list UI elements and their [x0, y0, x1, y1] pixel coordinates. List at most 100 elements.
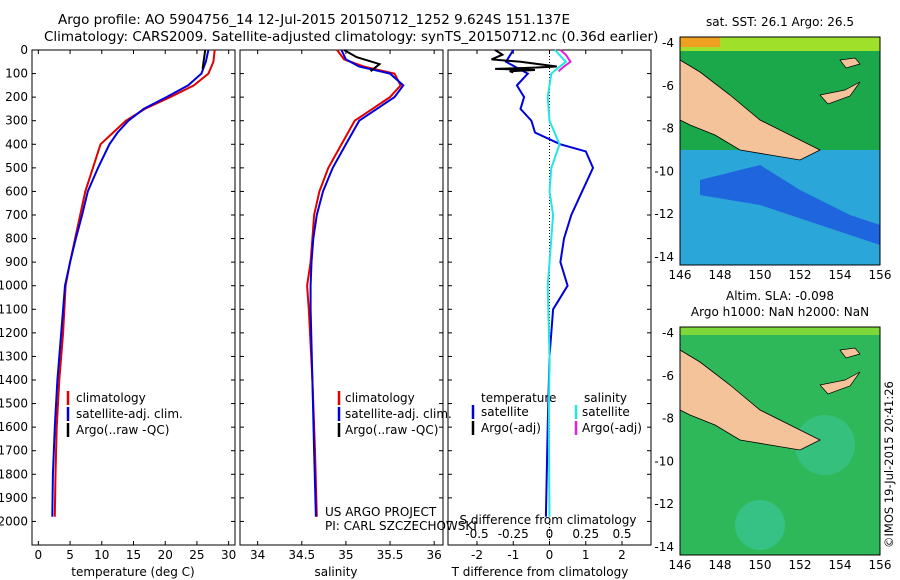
temperature-series-argo-raw-qc- [201, 49, 207, 70]
depth-tick-label: 500 [5, 161, 28, 175]
depth-tick-label: 1600 [0, 420, 28, 434]
sal-diff-tick-label: 0.25 [572, 527, 599, 541]
depth-tick-label: 1000 [0, 279, 28, 293]
difference-xtick-label: -2 [471, 548, 483, 562]
lat-tick-label: -6 [662, 369, 674, 383]
sal-legend-satellite: satellite-adj. clim. [345, 407, 452, 421]
lat-tick-label: -10 [654, 164, 674, 178]
diff-legend-temp-sat: satellite [481, 405, 529, 419]
difference-series-temperature-argo-adj- [491, 49, 557, 74]
salinity-series-climatology [306, 49, 402, 517]
sal-diff-tick-label: -0.5 [465, 527, 488, 541]
title-line-2: Climatology: CARS2009. Satellite-adjuste… [44, 29, 659, 45]
diff-legend-temp-argo: Argo(-adj) [481, 421, 541, 435]
depth-tick-label: 1500 [0, 397, 28, 411]
imos-credit: ©IMOS 19-Jul-2015 20:41:26 [882, 381, 896, 548]
difference-xtick-label: -1 [507, 548, 519, 562]
salinity-xtick-label: 35 [338, 548, 353, 562]
legend-satellite: satellite-adj. clim. [76, 407, 183, 421]
difference-xtick-label: 1 [582, 548, 590, 562]
sla-title-2: Argo h1000: NaN h2000: NaN [691, 305, 869, 319]
sal-legend-argo: Argo(..raw -QC) [345, 423, 438, 437]
salinity-xlabel: salinity [314, 565, 357, 579]
lat-tick-label: -8 [662, 412, 674, 426]
salinity-panel [239, 49, 444, 546]
lat-tick-label: -10 [654, 454, 674, 468]
sal-diff-tick-label: 0.5 [612, 527, 631, 541]
sst-title: sat. SST: 26.1 Argo: 26.5 [706, 15, 854, 29]
temperature-panel [31, 49, 236, 546]
temperature-xtick-label: 0 [35, 548, 43, 562]
legend-argo: Argo(..raw -QC) [76, 423, 169, 437]
depth-tick-label: 700 [5, 208, 28, 222]
project-line-2: PI: CARL SZCZECHOWSKI [325, 519, 477, 533]
depth-tick-label: 400 [5, 137, 28, 151]
diff-legend-temp-title: temperature [481, 391, 556, 405]
sal-legend-climatology: climatology [345, 391, 415, 405]
sla-title-1: Altim. SLA: -0.098 [726, 289, 834, 303]
temperature-legend: climatology satellite-adj. clim. Argo(..… [66, 391, 183, 437]
salinity-series-satellite-adj-clim- [309, 49, 405, 517]
difference-xlabel: T difference from climatology [451, 565, 629, 579]
temperature-xtick-label: 30 [221, 548, 236, 562]
difference-series-salinity-argo-adj- [557, 49, 572, 72]
lon-tick-label: 148 [709, 268, 732, 282]
lon-tick-label: 154 [829, 558, 852, 572]
depth-tick-label: 1200 [0, 326, 28, 340]
depth-tick-label: 1100 [0, 302, 28, 316]
depth-tick-label: 100 [5, 67, 28, 81]
depth-tick-label: 1900 [0, 491, 28, 505]
lat-tick-label: -14 [654, 540, 674, 554]
lat-tick-label: -6 [662, 79, 674, 93]
lon-tick-label: 152 [789, 268, 812, 282]
depth-tick-label: 900 [5, 255, 28, 269]
diff-legend-sal-argo: Argo(-adj) [582, 421, 642, 435]
temperature-xtick-label: 15 [126, 548, 141, 562]
salinity-xtick-label: 35.5 [377, 548, 404, 562]
difference-xlabel2: S difference from climatology [460, 513, 637, 527]
sst-map [679, 36, 881, 266]
difference-xtick-label: 0 [546, 548, 554, 562]
difference-xtick-label: 2 [618, 548, 626, 562]
salinity-xtick-label: 36 [427, 548, 442, 562]
depth-tick-label: 1800 [0, 467, 28, 481]
sla-frame [679, 326, 881, 556]
lat-tick-label: -4 [662, 326, 674, 340]
lat-tick-label: -12 [654, 497, 674, 511]
lon-tick-label: 156 [869, 268, 892, 282]
depth-tick-label: 200 [5, 90, 28, 104]
lon-tick-label: 150 [749, 268, 772, 282]
lat-tick-label: -8 [662, 122, 674, 136]
lat-tick-label: -12 [654, 207, 674, 221]
lat-tick-label: -4 [662, 36, 674, 50]
sal-diff-tick-label: -0.25 [498, 527, 529, 541]
temperature-xtick-label: 5 [66, 548, 74, 562]
temperature-series-climatology [53, 49, 216, 517]
difference-series-salinity-satellite [546, 49, 568, 517]
lat-tick-label: -14 [654, 250, 674, 264]
project-line-1: US ARGO PROJECT [325, 505, 437, 519]
lon-tick-label: 150 [749, 558, 772, 572]
diff-legend-sal-title: salinity [584, 391, 627, 405]
temperature-xlabel: temperature (deg C) [71, 565, 194, 579]
sla-map [679, 326, 881, 556]
lon-tick-label: 154 [829, 268, 852, 282]
depth-tick-label: 800 [5, 232, 28, 246]
depth-tick-label: 1400 [0, 373, 28, 387]
temperature-xtick-label: 20 [158, 548, 173, 562]
title-line-1: Argo profile: AO 5904756_14 12-Jul-2015 … [58, 12, 570, 28]
salinity-xtick-label: 34.5 [288, 548, 315, 562]
diff-legend-sal-sat: satellite [582, 405, 630, 419]
depth-tick-label: 1300 [0, 349, 28, 363]
depth-tick-label: 1700 [0, 444, 28, 458]
difference-series-temperature-satellite [504, 49, 595, 517]
lon-tick-label: 148 [709, 558, 732, 572]
lon-tick-label: 146 [669, 268, 692, 282]
lon-tick-label: 146 [669, 558, 692, 572]
legend-climatology: climatology [76, 391, 146, 405]
salinity-xtick-label: 34 [250, 548, 265, 562]
depth-tick-label: 0 [20, 43, 28, 57]
sst-frame [679, 36, 881, 266]
temperature-xtick-label: 10 [94, 548, 109, 562]
